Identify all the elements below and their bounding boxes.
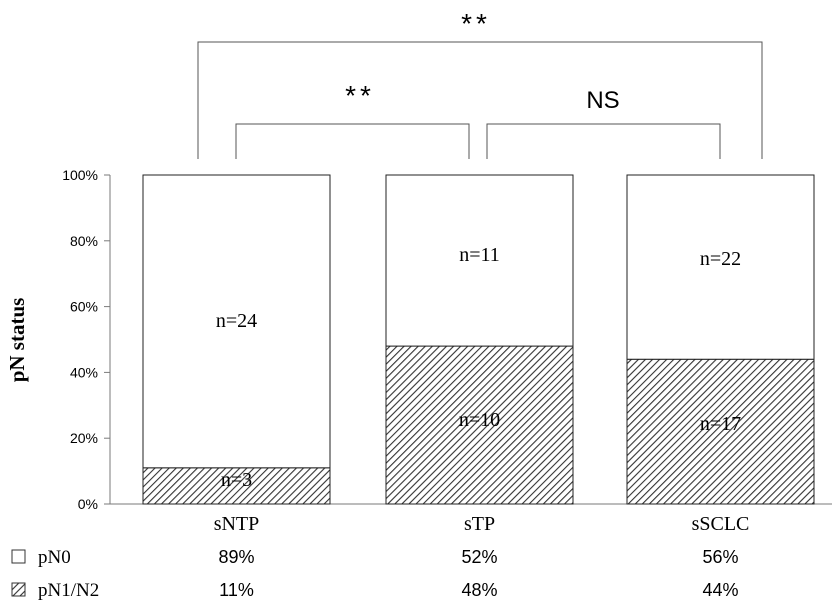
bars-group: n=3 n=24 sNTP n=10 n=11 sTP n=17 n=22 sSCLC bbox=[142, 174, 815, 535]
y-tick-label: 0% bbox=[78, 496, 98, 512]
table-cell-pn1-n2: 48% bbox=[461, 580, 497, 600]
bracket-sntp-stp bbox=[235, 123, 470, 159]
bar-segment-pn0 bbox=[385, 174, 574, 347]
bar-segment-pn0 bbox=[626, 174, 815, 360]
table-cell-pn0: 52% bbox=[461, 547, 497, 567]
x-category-label: sNTP bbox=[214, 513, 260, 535]
legend-swatch-pn1-n2 bbox=[11, 582, 26, 597]
significance-label: ** bbox=[461, 8, 491, 39]
y-tick-label: 20% bbox=[70, 430, 98, 446]
y-axis-label: pN status bbox=[5, 298, 29, 383]
legend-label-pn1-n2: pN1/N2 bbox=[38, 580, 99, 601]
bar-segment-pn1-n2 bbox=[626, 358, 815, 505]
y-tick-label: 100% bbox=[62, 167, 98, 183]
y-tick-label: 80% bbox=[70, 233, 98, 249]
x-category-label: sSCLC bbox=[692, 513, 750, 535]
y-tick-label: 60% bbox=[70, 299, 98, 315]
bracket-sntp-ssclc bbox=[197, 41, 763, 159]
summary-table: pN0 89% 52% 56% pN1/N2 11% 48% 44% bbox=[11, 547, 739, 601]
table-cell-pn1-n2: 11% bbox=[219, 580, 254, 600]
table-cell-pn0: 56% bbox=[702, 547, 738, 567]
significance-label: NS bbox=[586, 87, 619, 114]
significance-brackets: ** NS ** bbox=[197, 8, 763, 159]
data-label-pn1-n2: n=17 bbox=[700, 413, 741, 435]
legend-label-pn0: pN0 bbox=[38, 547, 71, 568]
data-label-pn1-n2: n=10 bbox=[459, 409, 500, 431]
table-cell-pn1-n2: 44% bbox=[702, 580, 738, 600]
x-category-label: sTP bbox=[464, 513, 495, 535]
bracket-stp-ssclc bbox=[486, 123, 721, 159]
table-cell-pn0: 89% bbox=[218, 547, 254, 567]
data-label-pn0: n=11 bbox=[459, 244, 500, 266]
data-label-pn1-n2: n=3 bbox=[221, 469, 252, 491]
bar-segment-pn0 bbox=[142, 174, 331, 469]
y-tick-label: 40% bbox=[70, 364, 98, 380]
data-label-pn0: n=24 bbox=[216, 310, 257, 332]
legend-swatch-pn0 bbox=[11, 549, 26, 564]
data-label-pn0: n=22 bbox=[700, 248, 741, 270]
significance-label: ** bbox=[345, 80, 375, 111]
